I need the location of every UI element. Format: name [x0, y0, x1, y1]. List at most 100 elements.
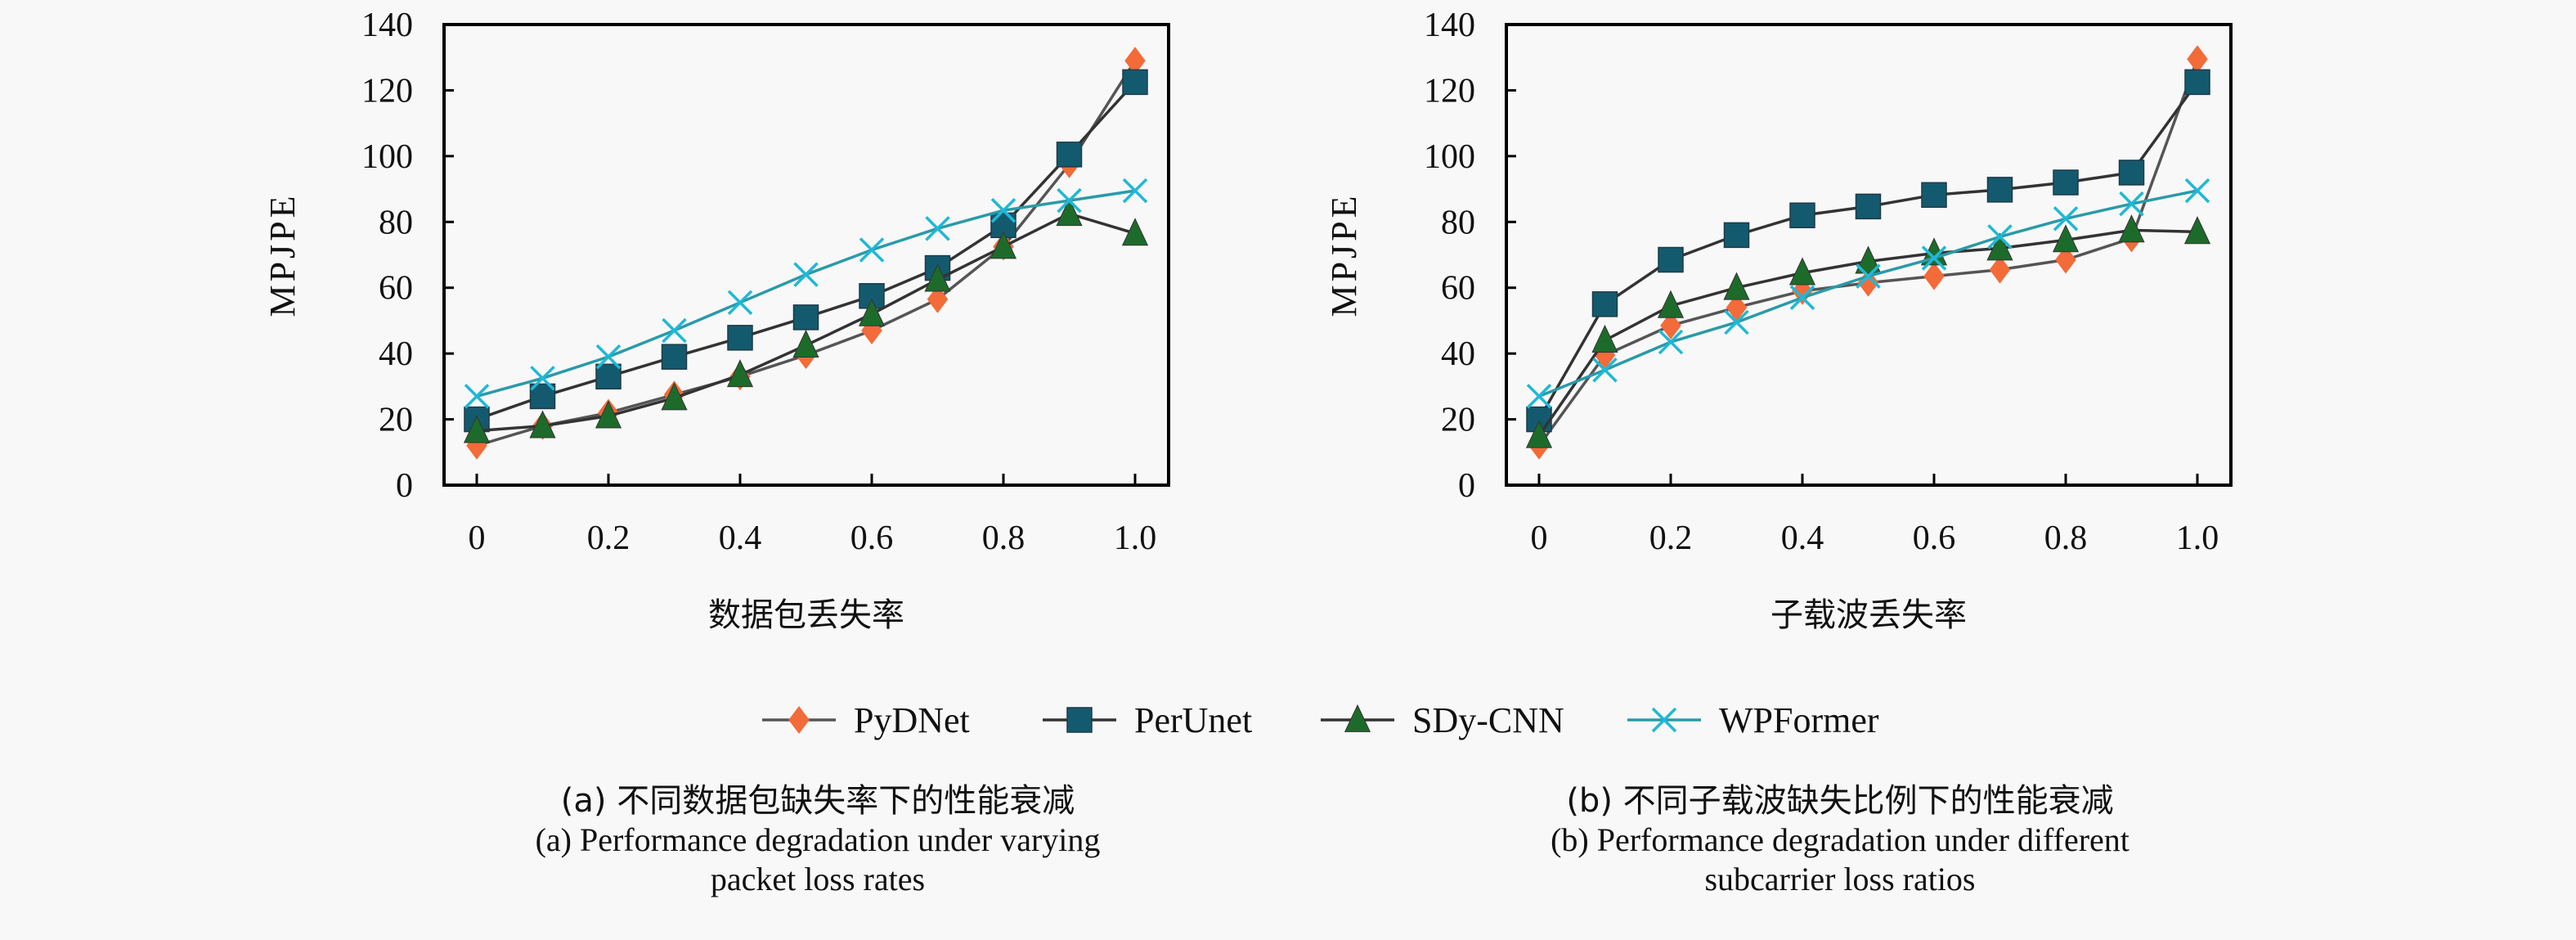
data-point-perunet [661, 344, 688, 370]
legend-label: PerUnet [1134, 700, 1252, 740]
caption-b-english-line1: (b) Performance degradation under differ… [1551, 821, 2129, 858]
legend-marker-x-icon [1651, 707, 1677, 733]
x-tick-label: 0.8 [982, 519, 1025, 557]
y-tick-label: 40 [379, 335, 413, 373]
data-point-sdy-cnn [792, 329, 819, 358]
axes-frame [442, 23, 1170, 487]
data-point-sdy-cnn [1657, 290, 1685, 318]
y-tick-label: 60 [379, 270, 413, 308]
data-point-sdy-cnn [1056, 198, 1083, 227]
data-point-sdy-cnn [1986, 232, 2013, 261]
legend-item-perunet: PerUnet [1043, 700, 1252, 740]
caption-b-english-line2: subcarrier loss ratios [1704, 861, 1976, 897]
data-point-pydnet [1660, 311, 1681, 340]
x-axis-label: 数据包丢失率 [708, 596, 904, 634]
data-point-perunet [1122, 69, 1148, 96]
legend-item-wpformer: WPFormer [1627, 700, 1879, 740]
x-tick-label: 0.8 [2044, 519, 2088, 557]
data-point-perunet [792, 304, 819, 331]
y-tick-label: 80 [379, 204, 413, 241]
data-point-pydnet [1124, 47, 1146, 75]
x-tick-label: 0.2 [587, 519, 631, 557]
series-wpformer [1526, 178, 2210, 409]
data-point-sdy-cnn [529, 410, 556, 439]
data-point-wpformer [859, 237, 885, 263]
x-tick-label: 0 [1531, 519, 1548, 557]
legend-label: WPFormer [1719, 700, 1879, 740]
data-point-wpformer [727, 290, 753, 316]
x-tick-label: 0.6 [1913, 519, 1956, 557]
y-tick-label: 120 [361, 72, 413, 110]
data-point-wpformer [2119, 191, 2144, 217]
data-point-sdy-cnn [2118, 214, 2145, 243]
data-point-wpformer [1526, 384, 1552, 409]
y-tick-label: 20 [1441, 402, 1475, 439]
axes-frame [1505, 23, 2233, 487]
data-point-perunet [1789, 202, 1815, 228]
data-point-perunet [595, 363, 622, 390]
legend-item-sdy-cnn: SDy-CNN [1321, 700, 1564, 740]
data-point-wpformer [1592, 358, 1618, 383]
data-point-wpformer [2184, 178, 2210, 204]
data-point-wpformer [1057, 187, 1082, 214]
caption-b-chinese: (b) 不同子载波缺失比例下的性能衰减 [1566, 782, 2114, 820]
panel-a-chart: 0 20 40 60 80 100 120 140 0 0.2 0.4 0.6 0.8 1.0 数据包丢失率… [263, 7, 1170, 634]
data-point-wpformer [2053, 206, 2079, 232]
data-point-wpformer [925, 216, 950, 241]
data-point-sdy-cnn [924, 263, 951, 292]
data-point-wpformer [464, 384, 490, 409]
data-point-sdy-cnn [2052, 224, 2080, 253]
data-point-sdy-cnn [858, 298, 886, 326]
data-point-wpformer [1724, 309, 1749, 335]
data-point-wpformer [1987, 224, 2013, 250]
x-tick-label: 1.0 [2176, 519, 2219, 557]
legend-label: PyDNet [854, 700, 970, 740]
data-point-sdy-cnn [726, 359, 754, 388]
data-point-wpformer [530, 366, 555, 391]
data-point-pydnet [1726, 293, 1748, 322]
data-point-perunet [2118, 160, 2145, 186]
data-point-wpformer [1658, 329, 1684, 355]
data-point-sdy-cnn [1121, 218, 1149, 246]
data-point-sdy-cnn [1723, 272, 1750, 300]
data-point-perunet [1056, 142, 1083, 168]
data-point-sdy-cnn [661, 382, 688, 411]
data-point-wpformer [1921, 245, 1947, 271]
caption-a-chinese: (a) 不同数据包缺失率下的性能衰减 [560, 782, 1075, 820]
series-sdy-cnn [463, 198, 1149, 443]
legend-marker-triangle-icon [1344, 704, 1371, 732]
y-tick-label: 140 [361, 7, 413, 44]
data-point-wpformer [990, 197, 1016, 223]
data-point-sdy-cnn [990, 231, 1017, 259]
series-perunet [1526, 69, 2210, 433]
data-point-sdy-cnn [595, 400, 622, 429]
data-point-pydnet [1989, 255, 2011, 284]
x-tick-label: 0.2 [1649, 519, 1693, 557]
y-tick-label: 0 [1458, 467, 1475, 505]
series-perunet [464, 69, 1148, 433]
x-tick-label: 0.4 [719, 519, 762, 557]
data-point-perunet [1591, 291, 1618, 317]
data-point-wpformer [1122, 178, 1148, 204]
data-point-pydnet [2187, 45, 2208, 74]
data-point-pydnet [1923, 262, 1945, 290]
data-point-sdy-cnn [2183, 216, 2211, 245]
series-sdy-cnn [1525, 214, 2211, 448]
y-axis-label: MPJPE [1324, 192, 1364, 317]
legend-label: SDy-CNN [1412, 700, 1564, 740]
x-tick-label: 0.4 [1781, 519, 1824, 557]
data-point-perunet [1986, 177, 2013, 203]
caption-b: (b) 不同子载波缺失比例下的性能衰减 (b) Performance degr… [1366, 781, 2314, 899]
x-axis-label: 子载波丢失率 [1770, 596, 1967, 634]
data-point-wpformer [793, 262, 819, 287]
y-axis-label: MPJPE [263, 192, 303, 317]
data-point-sdy-cnn [463, 415, 491, 443]
y-tick-label: 140 [1424, 7, 1475, 44]
data-point-wpformer [662, 317, 687, 344]
series-pydnet [466, 47, 1146, 460]
y-tick-label: 60 [1441, 270, 1475, 308]
data-point-sdy-cnn [1788, 257, 1816, 286]
y-tick-label: 40 [1441, 335, 1475, 373]
data-point-sdy-cnn [1591, 324, 1618, 353]
